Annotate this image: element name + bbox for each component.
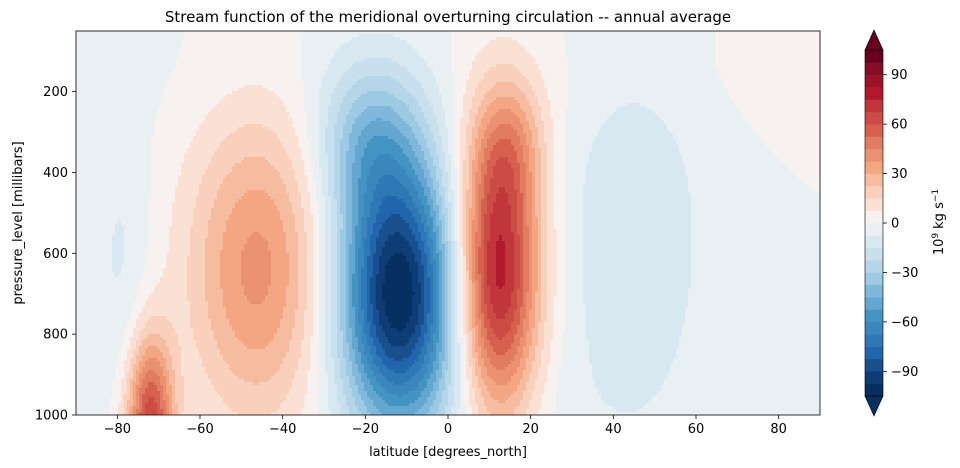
- x-tick-label: −60: [186, 422, 213, 437]
- colorbar-band: [865, 111, 883, 125]
- colorbar-band: [865, 284, 883, 298]
- x-tick-label: 40: [605, 422, 622, 437]
- colorbar-band: [865, 247, 883, 261]
- colorbar: 90 60 30 0 −30 −60 −90: [864, 29, 918, 417]
- y-axis: 200 400 600 800 1000: [35, 85, 76, 424]
- colorbar-band: [865, 260, 883, 273]
- colorbar-band: [865, 99, 883, 113]
- colorbar-band: [865, 136, 883, 150]
- colorbar-band: [865, 62, 883, 76]
- colorbar-label-exponent: 9: [931, 233, 941, 239]
- colorbar-band: [865, 235, 883, 249]
- colorbar-band: [865, 371, 883, 384]
- colorbar-tick-label: −60: [891, 315, 918, 330]
- colorbar-band: [865, 358, 883, 372]
- colorbar-band: [865, 210, 883, 224]
- colorbar-tick-label: 90: [891, 68, 908, 83]
- colorbar-band: [865, 148, 883, 162]
- colorbar-band: [865, 334, 883, 347]
- x-tick-label: −20: [352, 422, 379, 437]
- colorbar-band: [865, 173, 883, 187]
- x-tick-label: 0: [444, 422, 452, 437]
- x-tick-label: −40: [269, 422, 296, 437]
- colorbar-tick-label: 0: [891, 217, 899, 232]
- colorbar-band: [865, 50, 883, 63]
- colorbar-label-unit-exponent: −1: [931, 189, 941, 202]
- x-tick-label: −80: [104, 422, 131, 437]
- colorbar-band: [865, 161, 883, 174]
- colorbar-band: [865, 383, 883, 397]
- colorbar-band: [865, 309, 883, 323]
- colorbar-band: [865, 74, 883, 88]
- colorbar-tick-label: −30: [891, 266, 918, 281]
- y-tick-label: 400: [43, 166, 68, 181]
- chart-title: Stream function of the meridional overtu…: [165, 8, 731, 26]
- colorbar-tick-label: −90: [891, 365, 918, 380]
- colorbar-band: [865, 124, 883, 137]
- y-tick-label: 1000: [35, 409, 68, 424]
- colorbar-band: [865, 87, 883, 100]
- colorbar-label-base: 10: [932, 239, 947, 256]
- colorbar-tick-label: 60: [891, 118, 908, 133]
- x-axis: −80 −60 −40 −20 0 20 40 60 80: [104, 415, 787, 437]
- colorbar-band: [865, 198, 883, 211]
- y-tick-label: 800: [43, 328, 68, 343]
- colorbar-band: [865, 223, 883, 236]
- x-axis-label: latitude [degrees_north]: [369, 445, 527, 460]
- contour-field: [76, 31, 820, 415]
- colorbar-extend-max: [864, 29, 884, 51]
- colorbar-band: [865, 346, 883, 360]
- x-tick-label: 80: [770, 422, 787, 437]
- y-axis-label: pressure_level [millibars]: [11, 141, 26, 304]
- y-tick-label: 200: [43, 85, 68, 100]
- colorbar-band: [865, 321, 883, 335]
- y-tick-label: 600: [43, 247, 68, 262]
- colorbar-band: [865, 297, 883, 310]
- colorbar-extend-min: [864, 395, 884, 417]
- colorbar-band: [865, 272, 883, 286]
- x-tick-label: 20: [522, 422, 539, 437]
- colorbar-band: [865, 185, 883, 199]
- colorbar-label-unit: kg s: [932, 202, 947, 229]
- x-tick-label: 60: [688, 422, 705, 437]
- colorbar-label: 109 kg s−1: [931, 189, 947, 255]
- colorbar-tick-label: 30: [891, 167, 908, 182]
